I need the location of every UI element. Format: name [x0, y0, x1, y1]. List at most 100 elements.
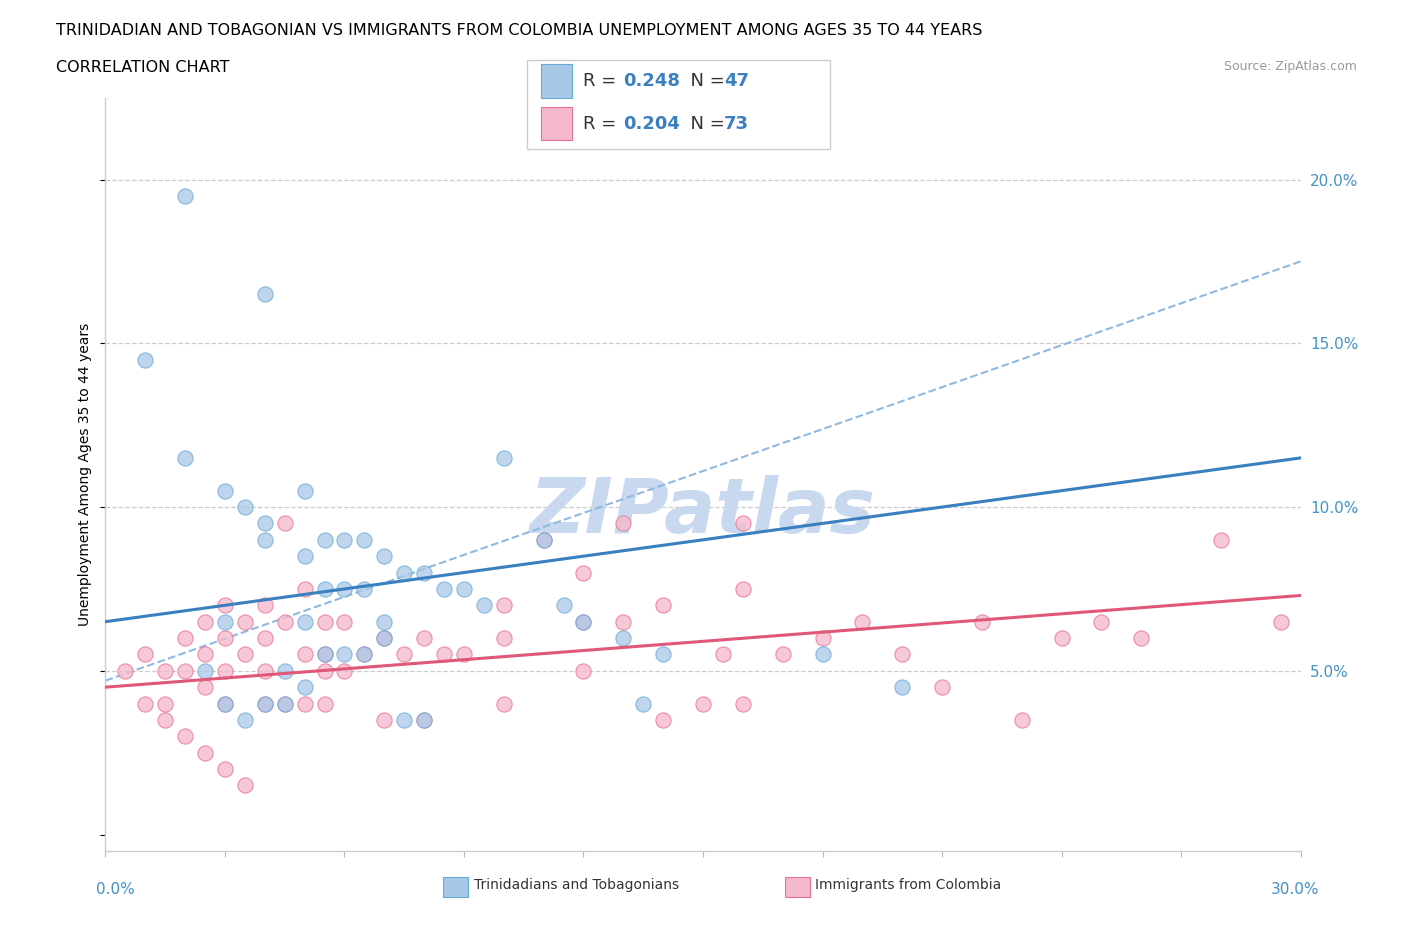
Point	[413, 631, 436, 645]
Point	[492, 450, 515, 465]
Point	[353, 647, 375, 662]
Point	[692, 697, 714, 711]
Point	[811, 647, 834, 662]
Point	[153, 712, 177, 727]
Point	[373, 614, 395, 629]
Point	[314, 647, 336, 662]
Point	[194, 745, 217, 760]
Point	[652, 712, 675, 727]
Point	[114, 663, 136, 678]
Text: R =: R =	[583, 72, 623, 90]
Point	[194, 614, 217, 629]
Point	[413, 565, 436, 580]
Point	[612, 614, 634, 629]
Point	[273, 614, 295, 629]
Point	[253, 697, 276, 711]
Point	[453, 647, 475, 662]
Text: R =: R =	[583, 114, 623, 133]
Point	[1270, 614, 1292, 629]
Point	[153, 697, 177, 711]
Point	[533, 532, 555, 547]
Text: Immigrants from Colombia: Immigrants from Colombia	[815, 878, 1001, 893]
Point	[453, 581, 475, 596]
Point	[851, 614, 873, 629]
Point	[233, 778, 256, 793]
Point	[373, 712, 395, 727]
Point	[253, 532, 276, 547]
Point	[273, 697, 295, 711]
Point	[314, 581, 336, 596]
Point	[392, 565, 416, 580]
Point	[373, 549, 395, 564]
Point	[353, 581, 375, 596]
Point	[214, 697, 236, 711]
Point	[153, 663, 177, 678]
Point	[174, 189, 197, 204]
Point	[253, 598, 276, 613]
Point	[134, 352, 156, 367]
Point	[353, 532, 375, 547]
Point	[731, 516, 754, 531]
Point	[253, 516, 276, 531]
Text: 0.248: 0.248	[623, 72, 681, 90]
Point	[333, 663, 356, 678]
Text: 0.0%: 0.0%	[96, 882, 135, 897]
Point	[214, 663, 236, 678]
Point	[891, 647, 914, 662]
Point	[533, 532, 555, 547]
Point	[273, 516, 295, 531]
Text: 47: 47	[724, 72, 749, 90]
Point	[214, 697, 236, 711]
Text: 0.204: 0.204	[623, 114, 679, 133]
Point	[294, 614, 316, 629]
Text: Trinidadians and Tobagonians: Trinidadians and Tobagonians	[474, 878, 679, 893]
Point	[253, 663, 276, 678]
Point	[253, 697, 276, 711]
Point	[253, 631, 276, 645]
Y-axis label: Unemployment Among Ages 35 to 44 years: Unemployment Among Ages 35 to 44 years	[79, 323, 93, 626]
Point	[194, 680, 217, 695]
Point	[931, 680, 953, 695]
Point	[731, 581, 754, 596]
Point	[772, 647, 794, 662]
Point	[392, 647, 416, 662]
Point	[353, 647, 375, 662]
Point	[333, 581, 356, 596]
Point	[214, 598, 236, 613]
Point	[652, 598, 675, 613]
Point	[134, 647, 156, 662]
Point	[294, 647, 316, 662]
Text: TRINIDADIAN AND TOBAGONIAN VS IMMIGRANTS FROM COLOMBIA UNEMPLOYMENT AMONG AGES 3: TRINIDADIAN AND TOBAGONIAN VS IMMIGRANTS…	[56, 23, 983, 38]
Point	[1050, 631, 1073, 645]
Point	[333, 532, 356, 547]
Point	[1090, 614, 1112, 629]
Text: Source: ZipAtlas.com: Source: ZipAtlas.com	[1223, 60, 1357, 73]
Point	[253, 286, 276, 301]
Point	[492, 631, 515, 645]
Point	[1130, 631, 1153, 645]
Point	[214, 631, 236, 645]
Point	[194, 647, 217, 662]
Point	[314, 647, 336, 662]
Point	[433, 581, 456, 596]
Point	[273, 697, 295, 711]
Point	[314, 697, 336, 711]
Point	[174, 663, 197, 678]
Point	[294, 549, 316, 564]
Point	[134, 697, 156, 711]
Point	[314, 663, 336, 678]
Point	[373, 631, 395, 645]
Point	[233, 499, 256, 514]
Point	[373, 631, 395, 645]
Text: ZIPatlas: ZIPatlas	[530, 475, 876, 549]
Text: N =: N =	[679, 114, 731, 133]
Point	[1011, 712, 1033, 727]
Point	[413, 712, 436, 727]
Point	[652, 647, 675, 662]
Point	[891, 680, 914, 695]
Text: 30.0%: 30.0%	[1271, 882, 1319, 897]
Text: 73: 73	[724, 114, 749, 133]
Point	[294, 697, 316, 711]
Point	[1209, 532, 1232, 547]
Point	[294, 581, 316, 596]
